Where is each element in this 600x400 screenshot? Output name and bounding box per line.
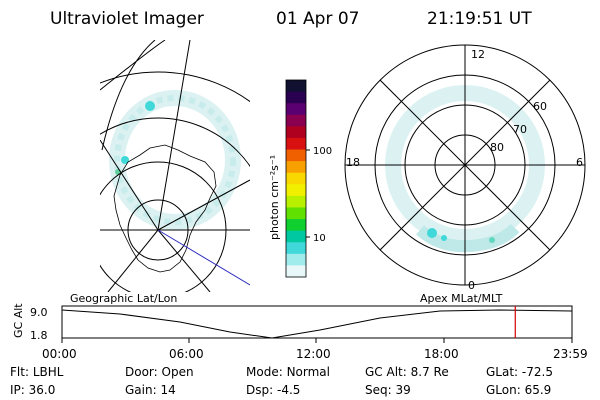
mlt-label-18: 18 [346,156,360,169]
seq-label: Seq: [365,383,392,397]
instrument-title: Ultraviolet Imager [50,9,204,29]
colorbar-cell [286,149,306,162]
gain-value: 14 [160,383,175,397]
antarctica-coastline [113,144,217,273]
door-value: Open [162,365,194,379]
mlt-label-12: 12 [471,48,485,61]
colorbar-cell [286,253,306,266]
terminator-line [157,229,250,286]
mlat-mlt-grid [344,44,586,286]
svg-text:Dsp: -4.5: Dsp: -4.5 [246,383,300,397]
status-row-1: Flt: LBHL Door: Open Mode: Normal GC Alt… [10,365,553,379]
svg-text:Flt: LBHL: Flt: LBHL [10,365,64,379]
svg-text:Gain: 14: Gain: 14 [125,383,176,397]
magnetic-panel-label: Apex MLat/MLT [420,292,503,305]
ip-value: 36.0 [29,383,56,397]
colorbar-cell [286,80,306,93]
dsp-value: -4.5 [277,383,300,397]
flt-value: LBHL [33,365,64,379]
svg-text:GC Alt: 8.7 Re: GC Alt: 8.7 Re [365,365,449,379]
glat-label: GLat: [486,365,518,379]
colorbar-cell [286,114,306,127]
time-tick-2359: 23:59 [553,347,588,361]
colorbar-cell [286,126,306,139]
colorbar-cell [286,207,306,220]
lat-lon-grid [100,40,250,292]
dsp-label: Dsp: [246,383,273,397]
colorbar-cell [286,91,306,104]
gcalt-label: GC Alt: [365,365,407,379]
mlat-label-60: 60 [533,100,547,113]
svg-text:GLon: 65.9: GLon: 65.9 [486,383,551,397]
mlat-label-70: 70 [513,123,527,136]
door-label: Door: [125,365,158,379]
seq-value: 39 [396,383,411,397]
mlt-label-6: 6 [576,156,583,169]
colorbar-cell [286,172,306,185]
colorbar-unit-label: photon cm⁻²s⁻¹ [268,155,281,240]
altitude-curve [61,309,573,339]
time-tick-0600: 06:00 [169,347,204,361]
colorbar-tick-100: 100 [313,146,332,157]
colorbar-cell [286,230,306,243]
colorbar-cell [286,137,306,151]
mode-value: Normal [287,365,330,379]
status-row-2: IP: 36.0 Gain: 14 Dsp: -4.5 Seq: 39 GLon… [10,383,551,397]
timeline-axis-label: GC Alt [12,303,25,338]
svg-text:Seq: 39: Seq: 39 [365,383,411,397]
observation-date: 01 Apr 07 [276,9,359,29]
time-tick-1800: 18:00 [424,347,459,361]
glon-label: GLon: [486,383,521,397]
alt-tick-high: 9.0 [30,306,48,319]
geographic-panel-label: Geographic Lat/Lon [70,292,177,305]
intensity-colorbar: 100 10 photon cm⁻²s⁻¹ [268,79,332,278]
flt-label: Flt: [10,365,29,379]
svg-text:Mode: Normal: Mode: Normal [246,365,330,379]
gain-label: Gain: [125,383,157,397]
aurora-oval-geo [109,90,241,230]
colorbar-cell [286,103,306,116]
mlat-label-80: 80 [490,141,504,154]
altitude-timeline: GC Alt 9.0 1.8 00:00 06:00 12:00 18:00 2… [12,303,588,361]
time-tick-1200: 12:00 [296,347,331,361]
alt-tick-low: 1.8 [30,329,48,342]
time-tick-0000: 00:00 [42,347,77,361]
gcalt-value: 8.7 Re [411,365,449,379]
colorbar-cell [286,195,306,208]
magnetic-polar-panel: 12 0 18 6 60 70 80 [344,44,586,292]
colorbar-tick-10: 10 [313,233,326,244]
mlt-label-0: 0 [468,279,475,292]
mode-label: Mode: [246,365,283,379]
colorbar-cell [286,265,306,278]
colorbar-cell [286,219,306,232]
colorbar-cell [286,184,306,197]
svg-text:IP: 36.0: IP: 36.0 [10,383,55,397]
ip-label: IP: [10,383,25,397]
glat-value: -72.5 [522,365,553,379]
colorbar-cell [286,242,306,255]
glon-value: 65.9 [525,383,552,397]
svg-text:Door: Open: Door: Open [125,365,194,379]
geographic-map-panel [100,40,250,292]
observation-time: 21:19:51 UT [427,9,532,29]
colorbar-cell [286,161,306,174]
svg-text:GLat: -72.5: GLat: -72.5 [486,365,553,379]
